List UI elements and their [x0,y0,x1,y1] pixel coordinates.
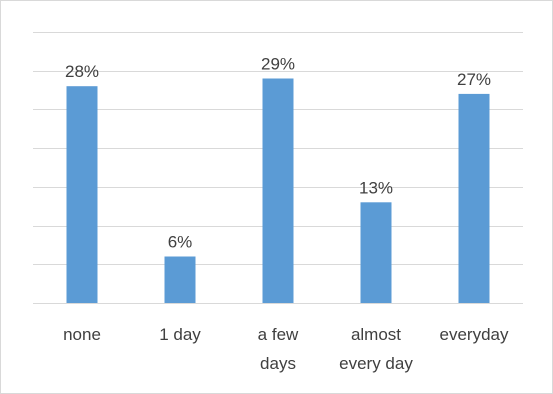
bar [360,202,392,303]
bar [164,256,196,303]
data-labels: 28% 6% 29% 13% 27% [65,55,491,252]
x-tick-label: none [63,325,101,344]
bar [458,93,490,304]
data-label: 28% [65,62,99,81]
x-tick-label-line: days [260,354,296,373]
x-axis-tick-labels: none 1 day a few days almost every day everyda… [63,325,509,373]
x-tick-label-line: everyday [440,325,509,344]
x-tick-label-line: a few [258,325,299,344]
bar [262,78,294,303]
bars [66,78,490,304]
bar [66,86,98,303]
x-tick-label-line: 1 day [159,325,201,344]
x-tick-label: a few days [258,325,299,373]
x-tick-label-line: none [63,325,101,344]
data-label: 6% [168,233,193,252]
data-label: 13% [359,178,393,197]
x-tick-label: 1 day [159,325,201,344]
x-tick-label: everyday [440,325,509,344]
x-tick-label: almost every day [339,325,413,373]
data-label: 29% [261,55,295,74]
data-label: 27% [457,70,491,89]
x-tick-label-line: every day [339,354,413,373]
x-tick-label-line: almost [351,325,401,344]
